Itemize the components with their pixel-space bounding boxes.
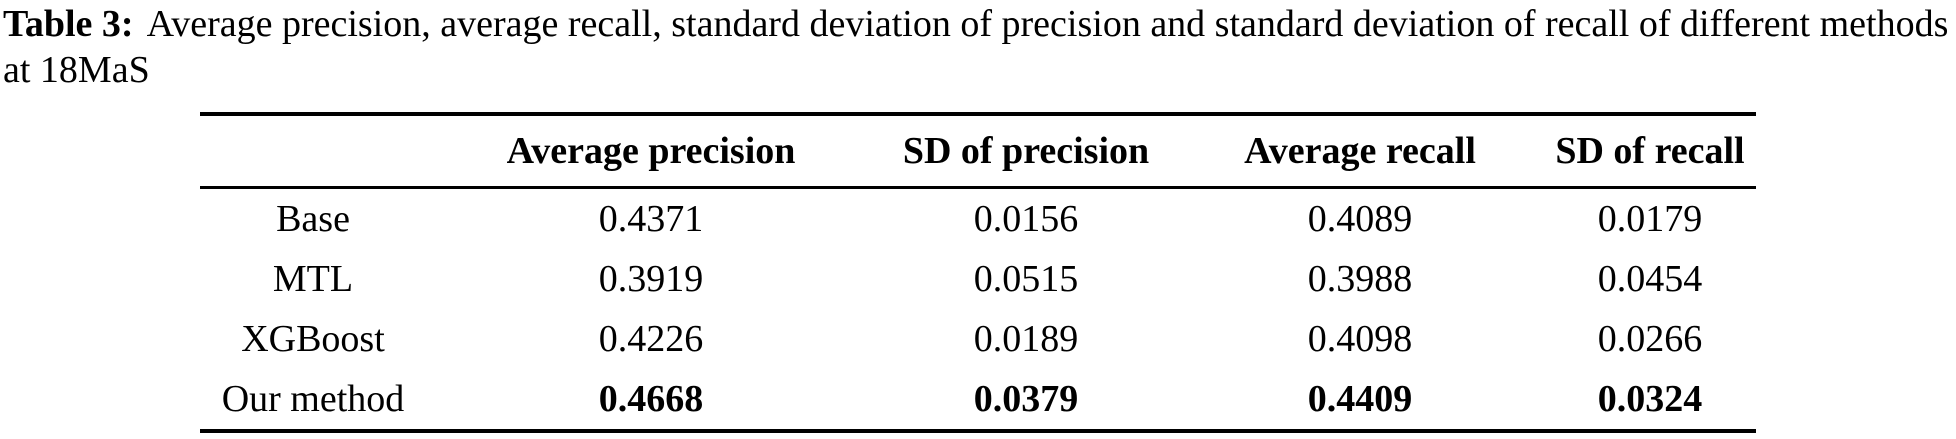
header-average-precision: Average precision: [426, 114, 876, 189]
cell-value: 0.0189: [973, 318, 1079, 360]
cell-value: 0.4098: [1307, 318, 1413, 360]
table-row-our-method: Our method 0.4668 0.0379 0.4409 0.0324: [200, 369, 1756, 431]
cell-value: 0.3988: [1307, 258, 1413, 300]
table-row: MTL 0.3919 0.0515 0.3988 0.0454: [200, 249, 1756, 309]
header-method: [200, 114, 426, 189]
method-name: Base: [276, 198, 350, 240]
cell-value: 0.0156: [973, 198, 1079, 240]
cell-value: 0.0454: [1597, 258, 1703, 300]
cell-value: 0.3919: [598, 258, 704, 300]
method-name: MTL: [272, 258, 354, 300]
cell-value: 0.4371: [598, 198, 704, 240]
method-name: XGBoost: [241, 318, 385, 360]
results-table: Average precision SD of precision Averag…: [200, 112, 1756, 433]
header-sd-of-precision: SD of precision: [876, 114, 1176, 189]
table-caption: Table 3: Average precision, average recal…: [0, 0, 1955, 93]
cell-value: 0.0379: [973, 378, 1079, 420]
cell-value: 0.4089: [1307, 198, 1413, 240]
method-name: Our method: [221, 378, 405, 420]
cell-value: 0.4668: [598, 378, 704, 420]
cell-value: 0.0266: [1597, 318, 1703, 360]
cell-value: 0.0515: [973, 258, 1079, 300]
header-average-recall: Average recall: [1176, 114, 1544, 189]
cell-value: 0.0179: [1597, 198, 1703, 240]
header-sd-of-recall: SD of recall: [1544, 114, 1756, 189]
cell-value: 0.0324: [1597, 378, 1703, 420]
table-row: Base 0.4371 0.0156 0.4089 0.0179: [200, 188, 1756, 250]
cell-value: 0.4226: [598, 318, 704, 360]
cell-value: 0.4409: [1307, 378, 1413, 420]
table-caption-text: Average precision, average recall, stand…: [3, 3, 1949, 91]
table-caption-label: Table 3:: [3, 3, 134, 45]
header-row: Average precision SD of precision Averag…: [200, 114, 1756, 189]
table-row: XGBoost 0.4226 0.0189 0.4098 0.0266: [200, 309, 1756, 369]
